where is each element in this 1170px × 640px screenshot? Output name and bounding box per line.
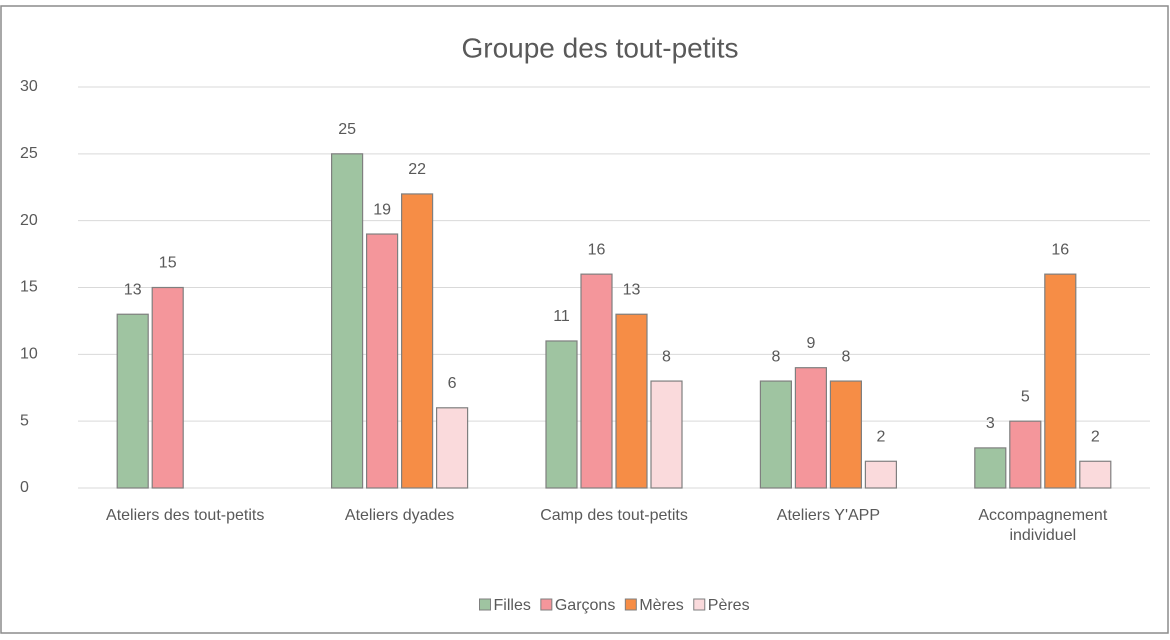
bar [116,313,149,489]
x-tick-label-box: Ateliers des tout-petits [106,507,265,524]
data-label: 15 [159,255,177,272]
x-tick-label: Camp des tout-petits [540,507,688,524]
data-label: 3 [986,415,995,432]
y-tick-label: 25 [20,145,38,162]
data-label: 16 [588,241,606,258]
data-label: 6 [448,375,457,392]
legend-swatch [479,598,491,611]
x-tick-label: Accompagnement individuel [978,507,1108,544]
bar [615,313,648,489]
data-label: 13 [623,281,641,298]
legend-label: Pères [708,597,750,614]
y-tick-label: 0 [20,479,29,496]
data-label: 8 [771,348,780,365]
legend-swatch [540,598,553,611]
y-tick-label: 30 [20,78,38,95]
bar [1044,273,1077,489]
bar [580,273,613,489]
y-tick-label: 20 [20,212,38,229]
legend-label: Filles [494,597,531,614]
bar [151,286,184,489]
bar [436,407,469,489]
data-label: 25 [338,121,356,138]
legend-swatch [693,598,706,611]
data-label: 19 [373,201,391,218]
x-tick-label-box: Ateliers dyades [344,507,455,524]
x-tick-label: Ateliers Y'APP [776,507,881,524]
data-label: 16 [1051,241,1069,258]
legend-swatch [624,598,637,611]
chart-title: Groupe des tout-petits [461,32,738,63]
data-label: 9 [806,335,815,352]
y-tick-label: 10 [20,346,38,363]
bar [401,193,434,489]
bar [864,460,898,489]
bar [794,367,828,489]
x-tick-label: Ateliers des tout-petits [106,507,265,524]
bar [545,340,578,489]
legend-label: Garçons [555,597,615,614]
data-label: 2 [876,428,885,445]
bar [759,380,793,489]
data-label: 11 [553,308,570,325]
bar [1079,460,1112,489]
x-tick-label-box: Camp des tout-petits [540,507,688,524]
x-tick-label-box: Ateliers Y'APP [776,507,881,524]
bar [331,153,364,489]
bar [974,447,1007,489]
bar [366,233,399,489]
y-tick-label: 5 [20,412,29,429]
bar [829,380,863,489]
data-label: 8 [662,348,671,365]
bar [650,380,683,489]
bar [1009,420,1042,489]
y-tick-label: 15 [20,279,38,296]
data-label: 8 [841,348,850,365]
x-tick-label: Ateliers dyades [344,507,455,524]
x-tick-label-box: Accompagnement individuel [978,507,1108,544]
data-label: 22 [408,161,426,178]
legend-label: Mères [639,597,683,614]
data-label: 13 [124,281,142,298]
data-label: 2 [1091,428,1100,445]
data-label: 5 [1021,388,1030,405]
